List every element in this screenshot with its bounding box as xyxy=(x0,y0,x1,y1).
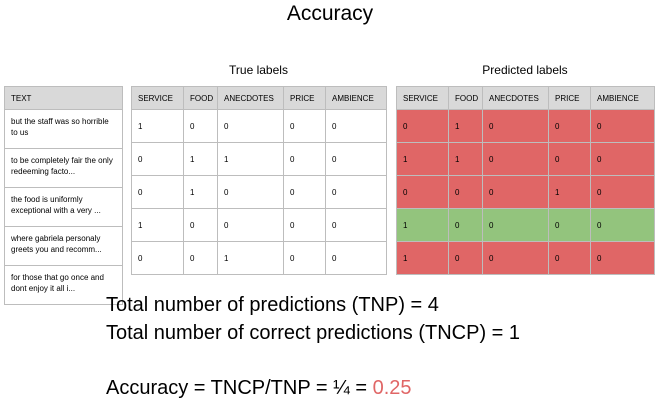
predicted-label-cell: 0 xyxy=(396,109,449,143)
predicted-label-cell: 0 xyxy=(482,175,549,209)
column-header-ambience: AMBIENCE xyxy=(325,86,387,110)
column-header-anecdotes: ANECDOTES xyxy=(482,86,549,110)
true-label-cell: 0 xyxy=(283,208,326,242)
true-label-cell: 0 xyxy=(131,142,184,176)
true-label-cell: 1 xyxy=(183,142,218,176)
true-label-cell: 0 xyxy=(183,208,218,242)
column-header-ambience: AMBIENCE xyxy=(590,86,655,110)
predicted-label-cell: 0 xyxy=(482,208,549,242)
true-label-cell: 0 xyxy=(131,175,184,209)
header-row: SERVICE FOOD ANECDOTES PRICE AMBIENCE xyxy=(131,86,387,110)
predicted-label-cell: 0 xyxy=(590,175,655,209)
accuracy-formula: Accuracy = TNCP/TNP = ¼ = xyxy=(106,377,373,399)
predicted-label-cell: 0 xyxy=(482,241,549,275)
predicted-label-cell: 1 xyxy=(448,109,483,143)
header-row: SERVICE FOOD ANECDOTES PRICE AMBIENCE xyxy=(396,86,655,110)
accuracy-line: Accuracy = TNCP/TNP = ¼ = 0.25 xyxy=(106,377,412,400)
predicted-label-cell: 0 xyxy=(448,175,483,209)
text-header: TEXT xyxy=(4,86,123,110)
true-label-cell: 0 xyxy=(325,142,387,176)
text-cell: for those that go once and dont enjoy it… xyxy=(4,265,123,305)
true-label-cell: 0 xyxy=(131,241,184,275)
page-title: Accuracy xyxy=(286,2,374,25)
tncp-line: Total number of correct predictions (TNC… xyxy=(106,322,521,344)
true-label-cell: 0 xyxy=(325,109,387,143)
true-label-cell: 1 xyxy=(217,142,284,176)
true-label-cell: 0 xyxy=(283,241,326,275)
predicted-label-cell: 1 xyxy=(396,208,449,242)
text-cell: where gabriela personaly greets you and … xyxy=(4,226,123,266)
true-label-cell: 0 xyxy=(217,175,284,209)
predicted-label-cell: 0 xyxy=(482,142,549,176)
predicted-label-cell: 0 xyxy=(482,109,549,143)
table-row: but the staff was so horrible to us xyxy=(4,109,123,149)
tnp-line: Total number of predictions (TNP) = 4 xyxy=(106,294,439,316)
table-row: where gabriela personaly greets you and … xyxy=(4,226,123,266)
true-label-cell: 1 xyxy=(183,175,218,209)
predicted-label-cell: 1 xyxy=(396,241,449,275)
true-label-cell: 0 xyxy=(283,142,326,176)
true-label-cell: 1 xyxy=(217,241,284,275)
true-labels-caption: True labels xyxy=(229,63,288,77)
true-label-cell: 0 xyxy=(283,109,326,143)
true-label-cell: 0 xyxy=(325,175,387,209)
predicted-label-cell: 1 xyxy=(396,142,449,176)
predicted-labels-caption: Predicted labels xyxy=(482,63,568,77)
predicted-label-cell: 0 xyxy=(590,109,655,143)
true-label-cell: 1 xyxy=(131,109,184,143)
column-header-service: SERVICE xyxy=(131,86,184,110)
predicted-label-cell: 0 xyxy=(548,109,591,143)
predicted-label-cell: 0 xyxy=(448,241,483,275)
text-cell: the food is uniformly exceptional with a… xyxy=(4,187,123,227)
predicted-label-cell: 1 xyxy=(548,175,591,209)
text-cell: to be completely fair the only redeeming… xyxy=(4,148,123,188)
predicted-label-cell: 0 xyxy=(590,142,655,176)
column-header-service: SERVICE xyxy=(396,86,449,110)
predicted-label-cell: 0 xyxy=(590,208,655,242)
predicted-label-cell: 0 xyxy=(448,208,483,242)
table-row: the food is uniformly exceptional with a… xyxy=(4,187,123,227)
true-label-cell: 0 xyxy=(325,208,387,242)
true-label-cell: 0 xyxy=(217,208,284,242)
predicted-label-cell: 0 xyxy=(590,241,655,275)
column-header-food: FOOD xyxy=(183,86,218,110)
true-label-cell: 0 xyxy=(325,241,387,275)
predicted-label-cell: 0 xyxy=(548,208,591,242)
true-label-cell: 0 xyxy=(217,109,284,143)
accuracy-value: 0.25 xyxy=(372,377,412,399)
true-label-cell: 0 xyxy=(183,241,218,275)
text-cell: but the staff was so horrible to us xyxy=(4,109,123,149)
predicted-label-cell: 0 xyxy=(548,241,591,275)
table-row: to be completely fair the only redeeming… xyxy=(4,148,123,188)
predicted-label-cell: 1 xyxy=(448,142,483,176)
column-header-food: FOOD xyxy=(448,86,483,110)
column-header-price: PRICE xyxy=(283,86,326,110)
true-label-cell: 0 xyxy=(283,175,326,209)
true-label-cell: 1 xyxy=(131,208,184,242)
predicted-label-cell: 0 xyxy=(548,142,591,176)
column-header-price: PRICE xyxy=(548,86,591,110)
text-table: TEXT but the staff was so horrible to us… xyxy=(4,86,123,305)
column-header-anecdotes: ANECDOTES xyxy=(217,86,284,110)
table-row: for those that go once and dont enjoy it… xyxy=(4,265,123,305)
predicted-label-cell: 0 xyxy=(396,175,449,209)
true-label-cell: 0 xyxy=(183,109,218,143)
